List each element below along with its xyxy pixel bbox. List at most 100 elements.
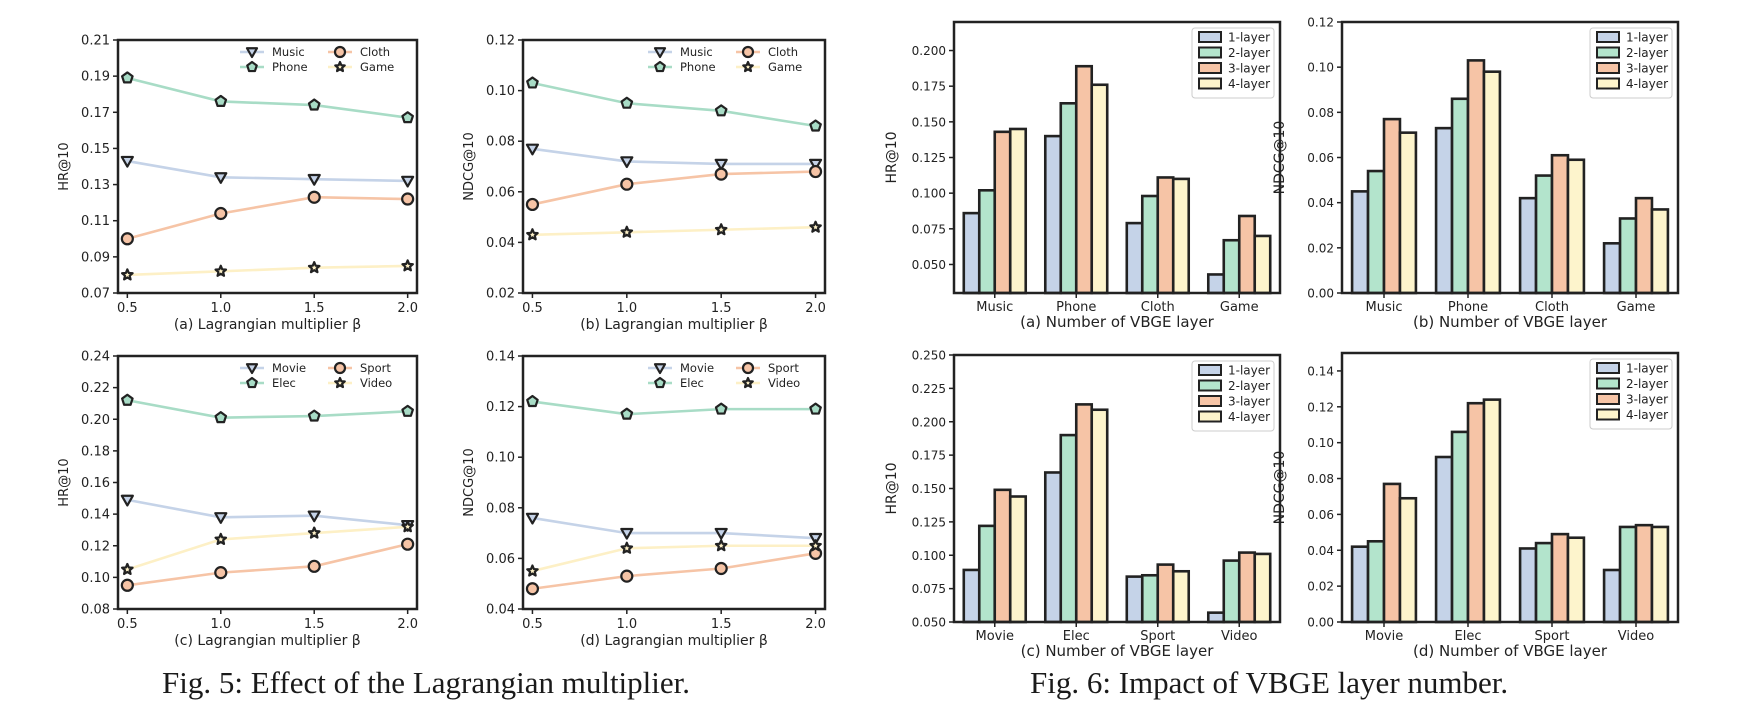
line0-legend-label: Cloth <box>360 45 390 59</box>
bar2-bar-3-layer <box>1074 403 1094 624</box>
bar2-ytick-label: 0.250 <box>912 349 946 363</box>
line2-data-point-sport <box>401 537 415 551</box>
line3-series-line-video <box>532 544 816 573</box>
bar1-legend-swatch-4-layer <box>1596 77 1620 90</box>
line1-series-line-phone <box>532 81 816 128</box>
bar1-xtick-label: Music <box>1366 300 1403 315</box>
line0-legend-label: Game <box>360 60 394 74</box>
bar0-bar-2-layer <box>1222 238 1241 295</box>
bar0-xtick-label: Game <box>1220 300 1259 315</box>
line3-data-point-video <box>714 539 728 552</box>
line0-data-point-game <box>121 268 134 281</box>
bar3-bar-1-layer <box>1434 455 1454 624</box>
bar2-bar-2-layer <box>977 524 997 624</box>
bar0-bar-4-layer <box>1253 234 1272 295</box>
bar3-xtick-label: Sport <box>1535 629 1570 644</box>
line3-x-axis-label: (d) Lagrangian multiplier β <box>580 633 768 649</box>
bar0-bar-3-layer <box>1237 214 1257 295</box>
bar3-legend-swatch-3-layer <box>1596 393 1620 405</box>
line1-data-point-phone <box>526 76 539 89</box>
bar3-bar-4-layer <box>1566 536 1586 624</box>
line3-xtick-label: 0.5 <box>522 617 543 632</box>
line0-data-point-cloth <box>401 192 415 206</box>
bar0-y-axis-label: HR@10 <box>884 131 900 183</box>
line2-legend-label: Sport <box>360 361 391 375</box>
bar2-ytick-label: 0.050 <box>912 616 946 630</box>
line0-legend-label: Music <box>272 45 305 59</box>
bar2-ytick-label: 0.100 <box>912 549 946 563</box>
bar2-legend-swatch-2-layer <box>1198 379 1222 392</box>
line2-series-line-movie <box>127 498 408 527</box>
line3-ytick-label: 0.08 <box>486 501 515 516</box>
bar0-ytick-label: 0.175 <box>912 80 946 94</box>
line3-xtick-label: 1.0 <box>616 617 637 632</box>
line1-series-line-game <box>532 225 816 237</box>
line0-data-point-music <box>307 173 321 186</box>
bar3-ytick-label: 0.12 <box>1307 400 1334 414</box>
line1-legend-label: Cloth <box>768 45 798 59</box>
bar3-bar-4-layer <box>1482 398 1502 624</box>
line2-data-point-video <box>307 526 321 539</box>
line1-data-point-cloth <box>808 164 823 179</box>
line3-data-point-sport <box>525 582 540 596</box>
bar2-legend-swatch-1-layer <box>1198 364 1222 376</box>
bar3-bar-2-layer <box>1450 430 1470 624</box>
bar3-bar-3-layer <box>1466 401 1486 624</box>
bar2-bar-4-layer <box>1090 408 1109 624</box>
line1-data-point-music <box>714 158 728 171</box>
line0-y-axis-label: HR@10 <box>57 142 72 190</box>
line1-ytick-label: 0.10 <box>486 84 515 99</box>
bar3-ytick-label: 0.04 <box>1307 544 1334 558</box>
line0-data-point-game <box>214 264 228 277</box>
bar0-xtick-label: Music <box>976 300 1013 315</box>
line3-legend-label: Video <box>768 376 800 390</box>
bar1-legend-label: 4-layer <box>1626 77 1668 91</box>
line1-series-line-cloth <box>532 170 816 206</box>
line0-ytick-label: 0.17 <box>81 106 110 121</box>
bar1-legend-label: 2-layer <box>1626 46 1668 60</box>
line2-data-point-sport <box>120 578 134 592</box>
bar3-ytick-label: 0.06 <box>1307 508 1334 522</box>
bar1-y-axis-label: NDCG@10 <box>1272 121 1288 195</box>
bar0-ytick-label: 0.150 <box>912 115 946 129</box>
line1-series-line-music <box>532 147 816 166</box>
line2-data-point-elec <box>307 409 321 422</box>
line3-legend-marker-elec <box>654 376 666 389</box>
bar2-ytick-label: 0.200 <box>912 415 946 429</box>
bar3-xtick-label: Video <box>1618 629 1654 644</box>
bar3-ytick-label: 0.10 <box>1307 436 1334 450</box>
line3-ytick-label: 0.06 <box>486 552 515 567</box>
bar3-legend-swatch-2-layer <box>1596 377 1620 390</box>
bar2-bar-4-layer <box>1008 495 1028 624</box>
line0-x-axis-label: (a) Lagrangian multiplier β <box>174 317 361 333</box>
bar1-bar-1-layer <box>1350 190 1370 295</box>
bar0-legend-swatch-2-layer <box>1198 46 1222 59</box>
line0-series-line-music <box>127 159 408 183</box>
bar1-ytick-label: 0.04 <box>1307 196 1334 210</box>
bar2-bar-4-layer <box>1171 569 1191 624</box>
bar2-bar-1-layer <box>1125 575 1144 624</box>
line1-legend-marker-music <box>653 47 667 59</box>
line0-data-point-music <box>120 155 134 168</box>
bar2-legend-label: 4-layer <box>1228 410 1270 424</box>
line2-xtick-label: 2.0 <box>397 617 418 632</box>
line3-frame <box>521 354 827 611</box>
line0-data-point-game <box>401 259 414 272</box>
bar2-bar-2-layer <box>1059 433 1078 624</box>
line3-data-point-movie <box>620 527 634 540</box>
bar2-ytick-label: 0.225 <box>912 382 946 396</box>
bar3-ytick-label: 0.02 <box>1307 580 1334 594</box>
bar1-bar-2-layer <box>1366 169 1386 295</box>
figure-6-caption: Fig. 6: Impact of VBGE layer number. <box>1030 665 1509 700</box>
bar0-legend-label: 1-layer <box>1228 31 1270 45</box>
bar2-xtick-label: Elec <box>1063 629 1090 644</box>
bar3-bar-1-layer <box>1518 547 1538 624</box>
line0-ytick-label: 0.09 <box>81 250 110 265</box>
bar1-bar-4-layer <box>1482 70 1502 295</box>
bar2-ytick-label: 0.075 <box>912 582 946 596</box>
line1-legend-marker-cloth <box>741 45 755 59</box>
bar1-legend-label: 1-layer <box>1626 31 1668 45</box>
line1-data-point-game <box>714 223 728 236</box>
bar1-ytick-label: 0.06 <box>1307 151 1334 165</box>
bar3-bar-2-layer <box>1618 525 1638 624</box>
